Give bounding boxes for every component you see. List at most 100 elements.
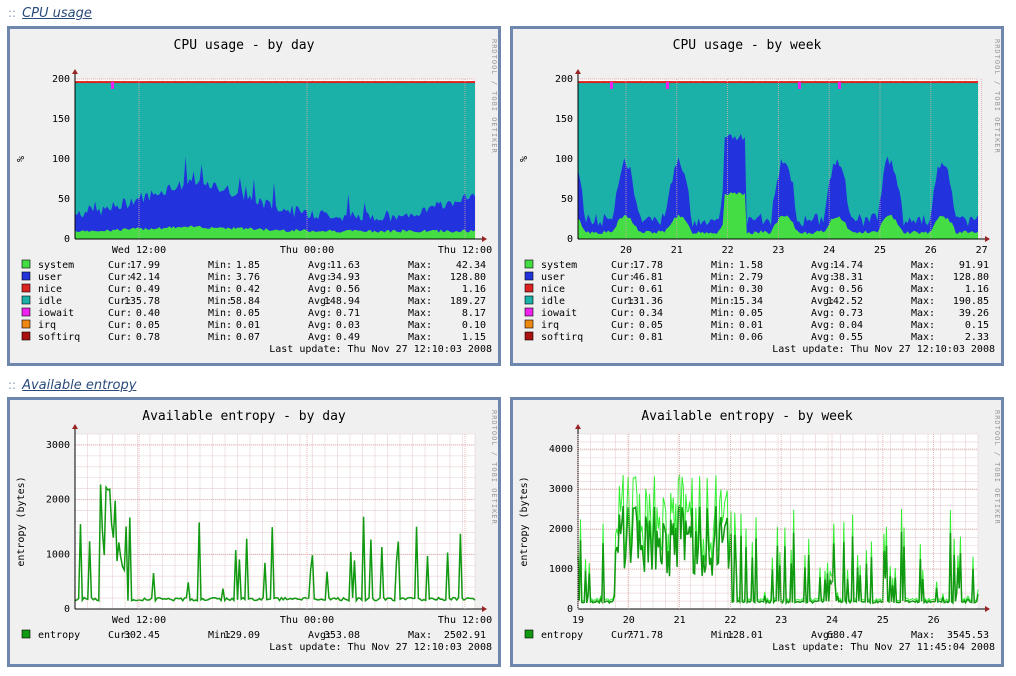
x-tick-label: 20	[623, 615, 635, 626]
legend-value: Min:	[711, 284, 735, 295]
x-tick-label: 24	[826, 615, 838, 626]
last-update: Last update: Thu Nov 27 12:10:03 2008	[772, 344, 995, 355]
x-tick-label: Wed 12:00	[112, 615, 166, 626]
legend-name: system	[38, 260, 74, 271]
graph-entropy-day[interactable]: Available entropy - by day RRDTOOL / TOBI…	[7, 397, 501, 667]
legend-value: 0.78	[136, 332, 160, 343]
legend-value: 0.55	[839, 332, 863, 343]
legend-value: Cur:	[108, 260, 132, 271]
legend-name: nice	[38, 284, 62, 295]
legend-value: Min:	[711, 332, 735, 343]
y-tick-label: 2000	[46, 495, 70, 506]
legend-value: 0.73	[839, 308, 863, 319]
legend-value: 129.09	[224, 630, 260, 641]
legend-value: 1.16	[462, 284, 486, 295]
legend-swatch-nice	[524, 283, 534, 293]
legend-value: Cur:	[108, 308, 132, 319]
legend-value: Cur:	[108, 296, 132, 307]
legend-value: 0.04	[839, 320, 863, 331]
legend-value: Max:	[408, 272, 432, 283]
legend-value: 42.34	[456, 260, 486, 271]
legend-value: 771.78	[627, 630, 663, 641]
legend-value: Avg:	[308, 260, 332, 271]
legend-value: Cur:	[611, 630, 635, 641]
cpu-day-svg: CPU usage - by day RRDTOOL / TOBI OETIKER…	[16, 38, 498, 355]
rrdtool-credit: RRDTOOL / TOBI OETIKER	[993, 410, 1001, 525]
legend-value: Avg:	[308, 308, 332, 319]
legend-value: Max:	[911, 320, 935, 331]
legend-value: 0.42	[236, 284, 260, 295]
cpu-usage-link[interactable]: CPU usage	[22, 6, 92, 21]
y-axis-label: %	[519, 156, 530, 162]
legend-value: Min:	[208, 272, 232, 283]
entropy-day-svg: Available entropy - by day RRDTOOL / TOBI…	[16, 409, 498, 653]
legend-value: Cur:	[611, 296, 635, 307]
legend-value: 0.56	[336, 284, 360, 295]
legend-name: softirq	[38, 332, 80, 343]
legend-value: Max:	[408, 308, 432, 319]
y-tick-label: 0	[64, 234, 70, 245]
legend-value: 1.15	[462, 332, 486, 343]
legend-value: Cur:	[611, 332, 635, 343]
legend-swatch-system	[524, 259, 534, 269]
legend-swatch-user	[524, 271, 534, 281]
legend-value: 42.14	[130, 272, 160, 283]
y-tick-label: 200	[52, 74, 70, 85]
legend-value: Cur:	[108, 320, 132, 331]
legend-swatch-nice	[21, 283, 31, 293]
legend-value: 353.08	[324, 630, 360, 641]
y-tick-label: 150	[555, 114, 573, 125]
legend-value: 128.01	[727, 630, 763, 641]
legend-value: 39.26	[959, 308, 989, 319]
legend-name: system	[541, 260, 577, 271]
y-tick-label: 3000	[549, 484, 573, 495]
graph-title: CPU usage - by day	[174, 38, 315, 53]
legend-name: iowait	[38, 308, 74, 319]
legend-name: nice	[541, 284, 565, 295]
legend-value: Avg:	[308, 630, 332, 641]
legend-value: 0.61	[639, 284, 663, 295]
legend-value: Min:	[711, 272, 735, 283]
y-tick-label: 1000	[549, 564, 573, 575]
x-tick-label: 22	[724, 615, 736, 626]
legend-value: Min:	[208, 296, 232, 307]
legend-value: Min:	[711, 260, 735, 271]
legend-value: 0.81	[639, 332, 663, 343]
legend-value: 11.63	[330, 260, 360, 271]
legend-swatch-iowait	[21, 307, 31, 317]
legend-value: 0.05	[236, 308, 260, 319]
legend-name: iowait	[541, 308, 577, 319]
x-tick-label: 27	[976, 245, 988, 256]
legend-value: Avg:	[811, 284, 835, 295]
graph-cpu-day[interactable]: CPU usage - by day RRDTOOL / TOBI OETIKER…	[7, 26, 501, 366]
legend-value: Max:	[911, 284, 935, 295]
section-separator: ::	[8, 378, 17, 392]
legend-swatch-system	[21, 259, 31, 269]
y-tick-label: 200	[555, 74, 573, 85]
legend-value: 17.99	[130, 260, 160, 271]
legend-value: 128.80	[953, 272, 989, 283]
graph-title: Available entropy - by week	[641, 409, 852, 424]
graph-title: Available entropy - by day	[142, 409, 346, 424]
entropy-week-svg: Available entropy - by week RRDTOOL / TOB…	[519, 409, 1001, 653]
legend-value: 0.49	[136, 284, 160, 295]
legend-value: 128.80	[450, 272, 486, 283]
graph-entropy-week[interactable]: Available entropy - by week RRDTOOL / TOB…	[510, 397, 1004, 667]
legend-value: 34.93	[330, 272, 360, 283]
legend-value: Min:	[208, 284, 232, 295]
available-entropy-link[interactable]: Available entropy	[22, 378, 137, 393]
last-update: Last update: Thu Nov 27 12:10:03 2008	[269, 344, 492, 355]
legend-value: 1.58	[739, 260, 763, 271]
legend-value: Max:	[408, 630, 432, 641]
legend-value: 3.76	[236, 272, 260, 283]
legend-swatch-user	[21, 271, 31, 281]
legend-value: 0.01	[236, 320, 260, 331]
graph-cpu-week[interactable]: CPU usage - by week RRDTOOL / TOBI OETIKE…	[510, 26, 1004, 366]
legend-value: 302.45	[124, 630, 160, 641]
graph-title: CPU usage - by week	[673, 38, 822, 53]
legend-value: Avg:	[811, 296, 835, 307]
legend-value: Cur:	[611, 260, 635, 271]
legend-value: 2.79	[739, 272, 763, 283]
legend-swatch-entropy	[524, 629, 534, 639]
legend-value: Max:	[408, 332, 432, 343]
